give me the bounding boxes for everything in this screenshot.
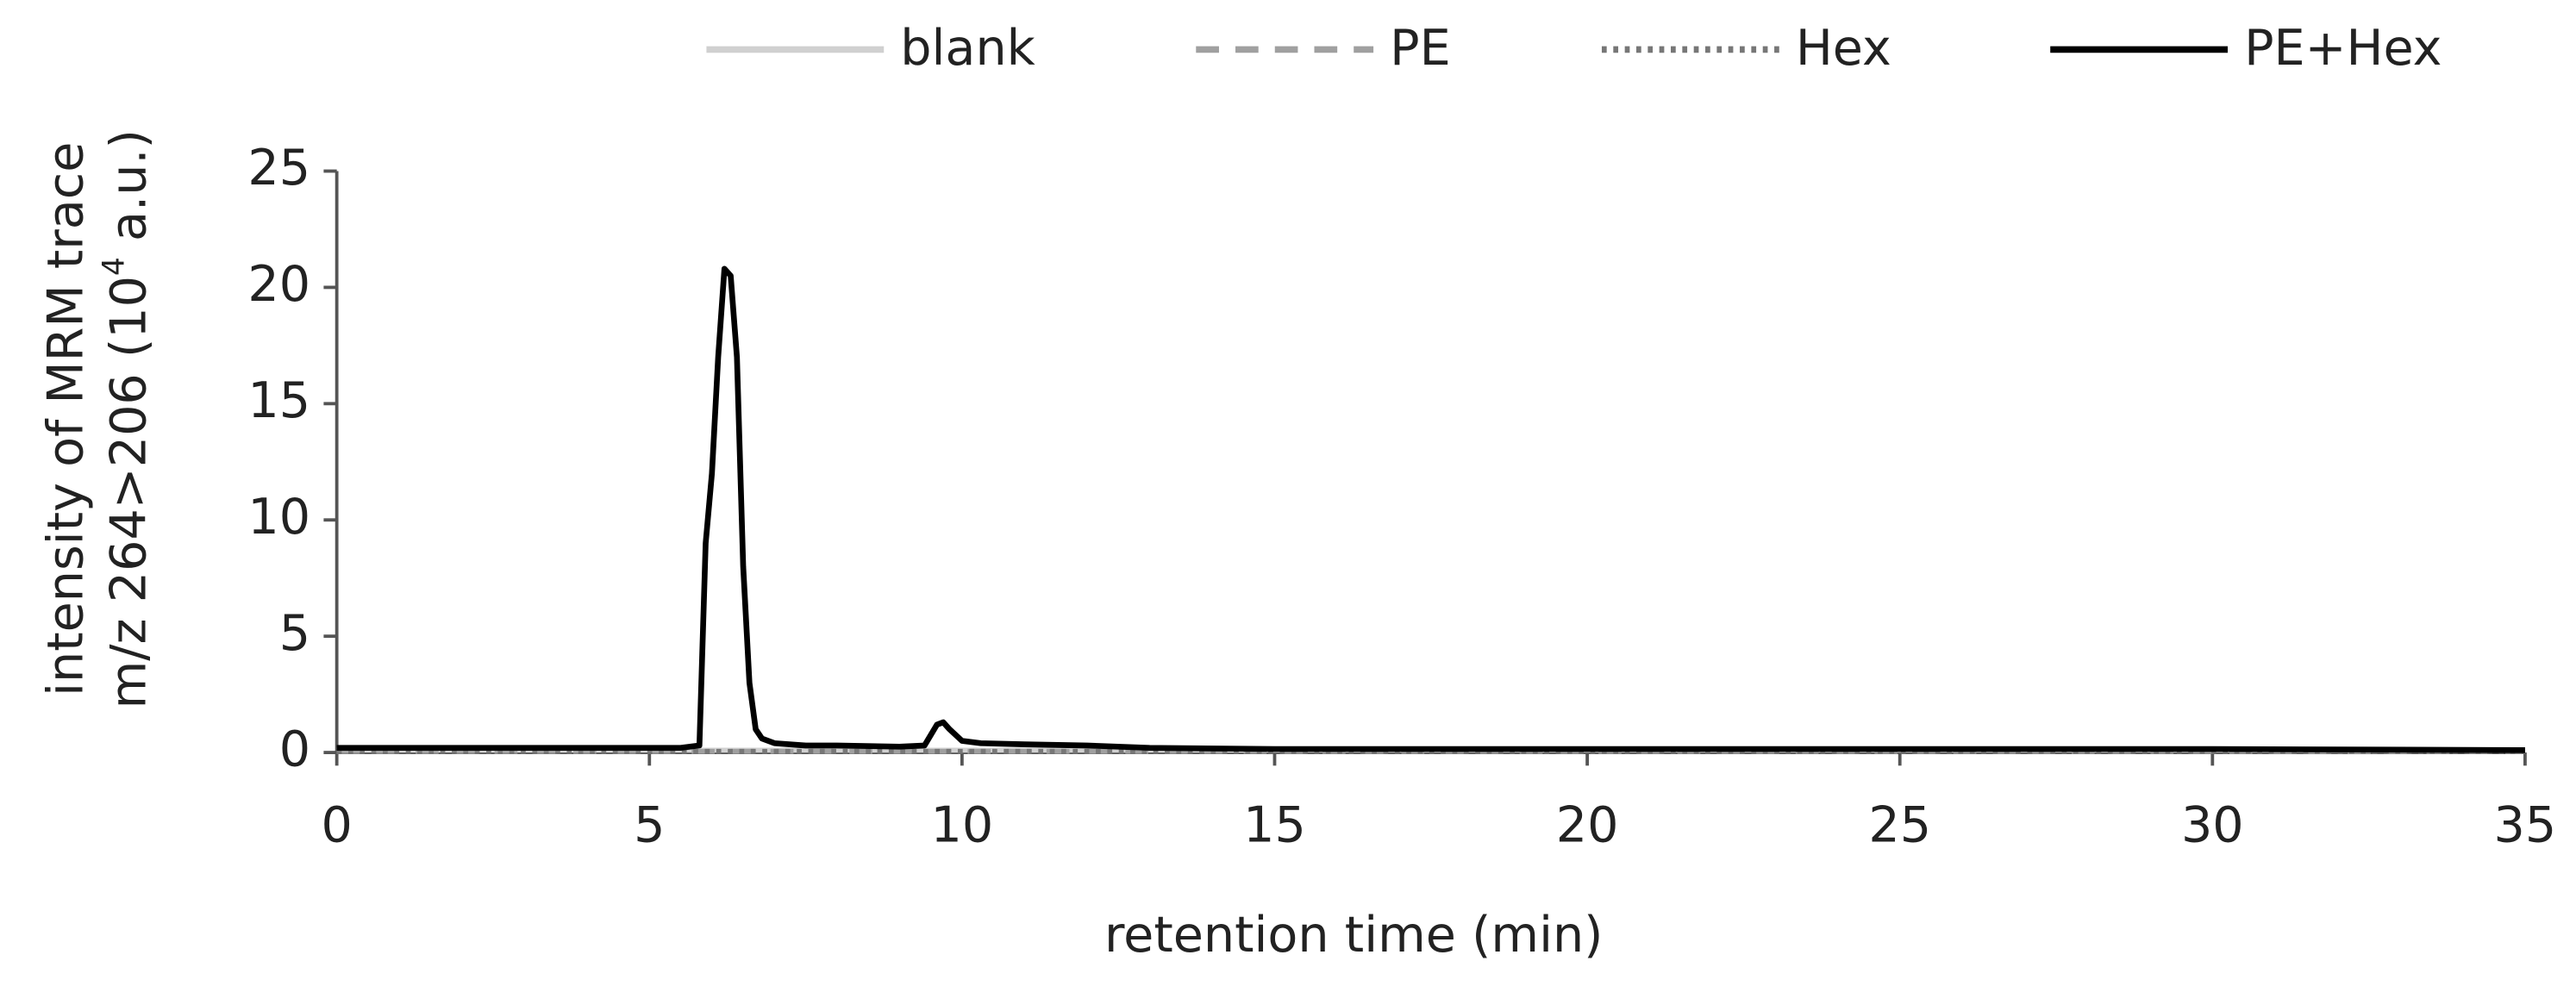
- y-tick-label: 20: [247, 256, 310, 313]
- x-tick-label: 0: [321, 796, 352, 853]
- y-tick-label: 10: [247, 489, 310, 546]
- y-tick-label: 25: [247, 140, 310, 197]
- x-axis-label: retention time (min): [1104, 907, 1604, 964]
- y-axis-label: m/z 264>206 (104 a.u.): [97, 129, 157, 708]
- x-tick-label: 10: [931, 796, 994, 853]
- y-axis-label-sup: 4: [97, 257, 131, 276]
- legend-label: Hex: [1796, 20, 1891, 77]
- x-tick-label: 25: [1868, 796, 1931, 853]
- legend-label: PE: [1390, 20, 1451, 77]
- y-tick-label: 0: [279, 721, 310, 778]
- x-tick-label: 15: [1243, 796, 1306, 853]
- y-tick-label: 15: [247, 372, 310, 429]
- x-tick-label: 35: [2494, 796, 2557, 853]
- x-tick-label: 20: [1556, 796, 1619, 853]
- y-axis-label-part: m/z 264>206 (10: [100, 276, 157, 708]
- x-tick-label: 30: [2181, 796, 2244, 853]
- y-axis-label: intensity of MRM trace: [38, 142, 95, 696]
- series-line: [336, 265, 2525, 753]
- y-axis-label-part: a.u.): [100, 129, 157, 257]
- x-tick-label: 5: [634, 796, 665, 853]
- legend-label: PE+Hex: [2244, 20, 2442, 77]
- y-tick-label: 5: [279, 605, 310, 662]
- legend-label: blank: [900, 20, 1035, 77]
